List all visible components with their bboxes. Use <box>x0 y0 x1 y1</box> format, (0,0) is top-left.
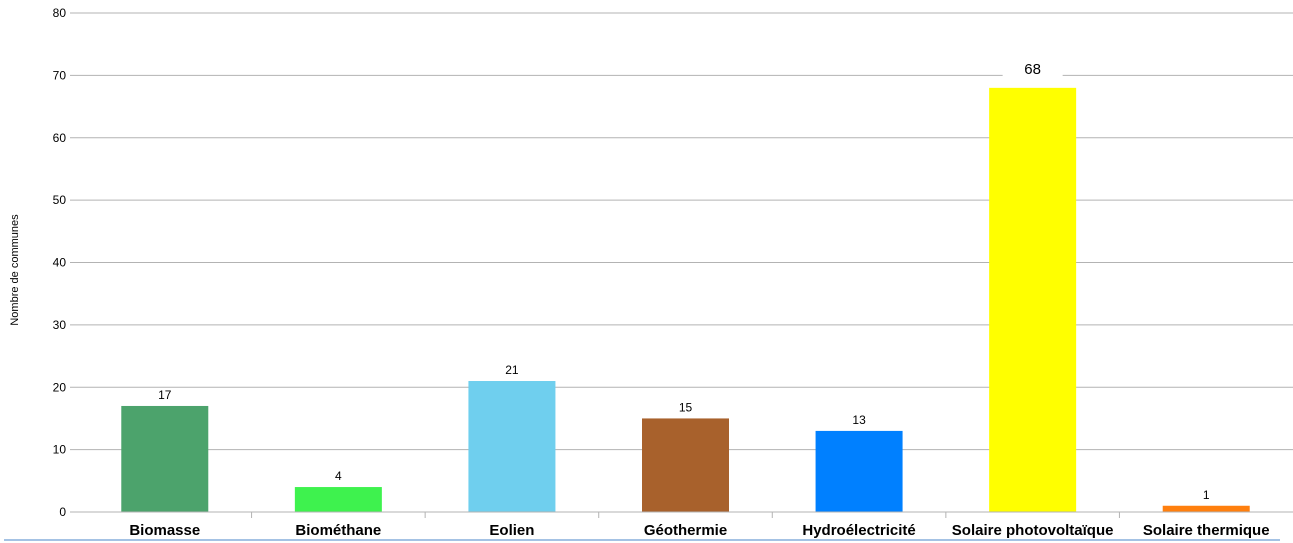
bar <box>294 487 382 512</box>
y-tick-label: 40 <box>53 256 67 270</box>
data-labels: 17 4 21 15 13 68 1 <box>158 58 1210 502</box>
data-label-background <box>1002 58 1063 79</box>
x-category-label: Solaire photovoltaïque <box>952 522 1114 539</box>
data-label: 21 <box>505 363 519 377</box>
bar <box>121 405 209 512</box>
bar <box>815 430 903 512</box>
y-tick-label: 20 <box>53 380 67 394</box>
y-axis-ticks: 0 10 20 30 40 50 60 70 80 <box>53 6 78 519</box>
y-axis-label: Nombre de communes <box>9 214 21 326</box>
x-category-label: Solaire thermique <box>1143 522 1270 539</box>
y-tick-label: 30 <box>53 318 67 332</box>
bar <box>1162 505 1250 512</box>
data-label: 17 <box>158 388 172 402</box>
y-tick-label: 80 <box>53 6 67 20</box>
data-label: 4 <box>335 469 342 483</box>
bar <box>989 87 1077 512</box>
data-label: 68 <box>1024 61 1041 78</box>
data-label: 15 <box>679 400 693 414</box>
bar <box>642 418 729 512</box>
bar <box>468 381 556 512</box>
y-tick-label: 50 <box>53 193 67 207</box>
y-tick-label: 70 <box>53 68 67 82</box>
y-tick-label: 10 <box>53 443 67 457</box>
gridlines <box>78 12 1293 513</box>
y-tick-label: 0 <box>59 505 66 519</box>
x-category-label: Eolien <box>489 522 534 539</box>
x-category-label: Hydroélectricité <box>802 522 915 539</box>
y-tick-label: 60 <box>53 131 67 145</box>
bars <box>121 87 1250 512</box>
data-label: 1 <box>1203 488 1210 502</box>
x-category-label: Biométhane <box>295 522 381 539</box>
x-axis-categories: Biomasse Biométhane Eolien Géothermie Hydroé… <box>129 512 1270 539</box>
x-category-label: Géothermie <box>644 522 727 539</box>
x-category-label: Biomasse <box>129 522 200 539</box>
data-label: 13 <box>852 413 866 427</box>
